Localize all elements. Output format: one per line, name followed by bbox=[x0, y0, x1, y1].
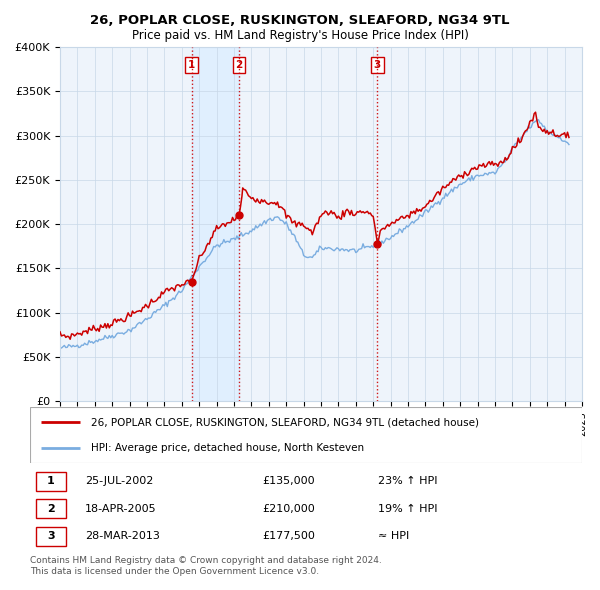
Text: 19% ↑ HPI: 19% ↑ HPI bbox=[378, 504, 437, 514]
FancyBboxPatch shape bbox=[35, 527, 66, 546]
Text: 3: 3 bbox=[47, 531, 55, 541]
Text: HPI: Average price, detached house, North Kesteven: HPI: Average price, detached house, Nort… bbox=[91, 443, 364, 453]
FancyBboxPatch shape bbox=[35, 472, 66, 491]
Text: 25-JUL-2002: 25-JUL-2002 bbox=[85, 477, 154, 487]
Text: 18-APR-2005: 18-APR-2005 bbox=[85, 504, 157, 514]
Text: 1: 1 bbox=[188, 60, 195, 70]
Text: 2: 2 bbox=[235, 60, 242, 70]
FancyBboxPatch shape bbox=[30, 407, 582, 463]
Text: £135,000: £135,000 bbox=[262, 477, 314, 487]
Text: 26, POPLAR CLOSE, RUSKINGTON, SLEAFORD, NG34 9TL (detached house): 26, POPLAR CLOSE, RUSKINGTON, SLEAFORD, … bbox=[91, 417, 479, 427]
Text: £210,000: £210,000 bbox=[262, 504, 314, 514]
Text: 28-MAR-2013: 28-MAR-2013 bbox=[85, 531, 160, 541]
Text: £177,500: £177,500 bbox=[262, 531, 315, 541]
Text: 2: 2 bbox=[47, 504, 55, 514]
Text: Price paid vs. HM Land Registry's House Price Index (HPI): Price paid vs. HM Land Registry's House … bbox=[131, 30, 469, 42]
Text: 23% ↑ HPI: 23% ↑ HPI bbox=[378, 477, 437, 487]
Text: Contains HM Land Registry data © Crown copyright and database right 2024.
This d: Contains HM Land Registry data © Crown c… bbox=[30, 556, 382, 576]
Text: 26, POPLAR CLOSE, RUSKINGTON, SLEAFORD, NG34 9TL: 26, POPLAR CLOSE, RUSKINGTON, SLEAFORD, … bbox=[90, 14, 510, 27]
Text: ≈ HPI: ≈ HPI bbox=[378, 531, 409, 541]
Bar bbox=[191, 47, 239, 401]
Text: 1: 1 bbox=[47, 477, 55, 487]
Text: 3: 3 bbox=[374, 60, 381, 70]
FancyBboxPatch shape bbox=[35, 500, 66, 518]
